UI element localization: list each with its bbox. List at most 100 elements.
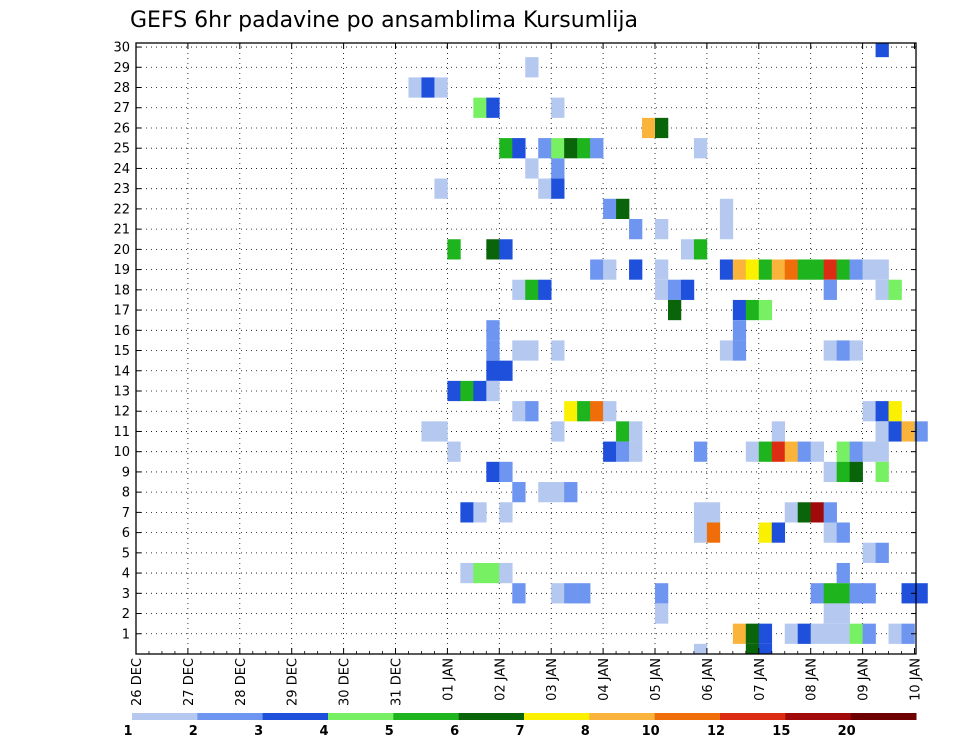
y-tick-label: 19 [113,263,130,278]
heatmap-cell [408,77,422,98]
y-tick-label: 27 [113,101,130,116]
heatmap-cell [512,138,526,159]
y-tick-label: 16 [113,324,130,339]
heatmap-cell [538,482,552,503]
heatmap-cell [693,643,708,654]
colorbar-label: 8 [581,724,590,739]
colorbar-label: 4 [319,724,328,739]
heatmap-cell [888,623,902,644]
heatmap-cell [473,502,487,523]
heatmap-cell [836,522,850,543]
heatmap-cell [499,562,513,584]
heatmap-cell [486,461,500,483]
heatmap-cell [862,401,876,422]
heatmap-cell [460,502,474,523]
heatmap-cell [434,421,448,442]
heatmap-cell [590,138,604,159]
x-tick-label: 09 JAN [857,658,872,701]
y-tick-label: 17 [113,304,130,319]
y-tick-label: 5 [122,546,130,561]
heatmap-cell [823,340,837,361]
heatmap-cell [758,623,773,644]
colorbar-label: 2 [189,724,198,739]
heatmap-cell [473,562,487,584]
heatmap-cell [901,583,915,604]
heatmap-cell [849,259,863,280]
heatmap-cell [551,97,565,118]
y-tick-label: 12 [113,405,130,420]
heatmap-cell [564,401,578,422]
heatmap-cell [693,502,708,523]
y-tick-label: 23 [113,182,130,197]
heatmap-cell [693,138,708,159]
heatmap-cell [486,360,500,381]
heatmap-cell [603,198,617,220]
heatmap-cell [875,421,889,442]
colorbar-segment [132,713,198,720]
heatmap-cell [823,603,837,624]
colorbar-legend: 1 2 3 4 5 6 7 8 10 12 15 20 [123,713,917,739]
heatmap-cell [823,259,837,280]
heatmap-cell [629,219,643,240]
heatmap-cell [590,259,604,280]
heatmap-cell [719,259,734,280]
heatmap-cell [797,502,811,523]
x-tick-label: 29 DEC [286,658,301,706]
heatmap-cell [499,239,513,260]
colorbar-segment [720,713,786,720]
heatmap-cell [706,502,721,523]
heatmap-cell [810,502,824,523]
colorbar-label: 15 [772,724,790,739]
y-tick-label: 11 [113,425,130,440]
heatmap-cell [655,583,669,604]
y-tick-label: 10 [113,445,130,460]
heatmap-cell [577,583,591,604]
heatmap-cell [745,441,760,462]
x-tick-label: 01 JAN [441,658,456,701]
heatmap-cell [771,259,786,280]
heatmap-cell [797,441,811,462]
heatmap-cell [771,522,786,543]
y-tick-label: 13 [113,384,130,399]
heatmap-cell [732,623,747,644]
heatmap-cells [408,43,928,654]
heatmap-cell [719,198,734,220]
heatmap-cell [862,441,876,462]
heatmap-cell [538,138,552,159]
y-tick-label: 7 [122,506,130,521]
y-tick-label: 8 [122,486,130,501]
heatmap-cell [629,441,643,462]
y-tick-label: 30 [113,41,130,56]
heatmap-cell [629,259,643,280]
heatmap-cell [551,583,565,604]
heatmap-cell [771,441,786,462]
heatmap-cell [667,299,682,321]
x-tick-label: 03 JAN [545,658,560,701]
heatmap-cell [875,401,889,422]
heatmap-cell [836,562,850,584]
heatmap-cell [486,340,500,361]
heatmap-cell [655,603,669,624]
heatmap-cell [538,279,552,300]
heatmap-cell [836,441,850,462]
heatmap-cell [629,421,643,442]
heatmap-cell [551,421,565,442]
heatmap-cell [758,441,773,462]
heatmap-cell [836,603,850,624]
heatmap-cell [719,340,734,361]
heatmap-cell [577,401,591,422]
colorbar-segment [328,713,394,720]
heatmap-cell [680,279,695,300]
heatmap-cell [473,380,487,402]
heatmap-cell [486,320,500,341]
x-tick-label: 26 DEC [130,658,145,706]
colorbar-segment [850,713,917,720]
heatmap-cell [888,421,902,442]
heatmap-cell [875,259,889,280]
heatmap-cell [784,502,799,523]
heatmap-cell [603,441,617,462]
heatmap-cell [849,441,863,462]
heatmap-cell [888,401,902,422]
colorbar-segment [458,713,525,720]
